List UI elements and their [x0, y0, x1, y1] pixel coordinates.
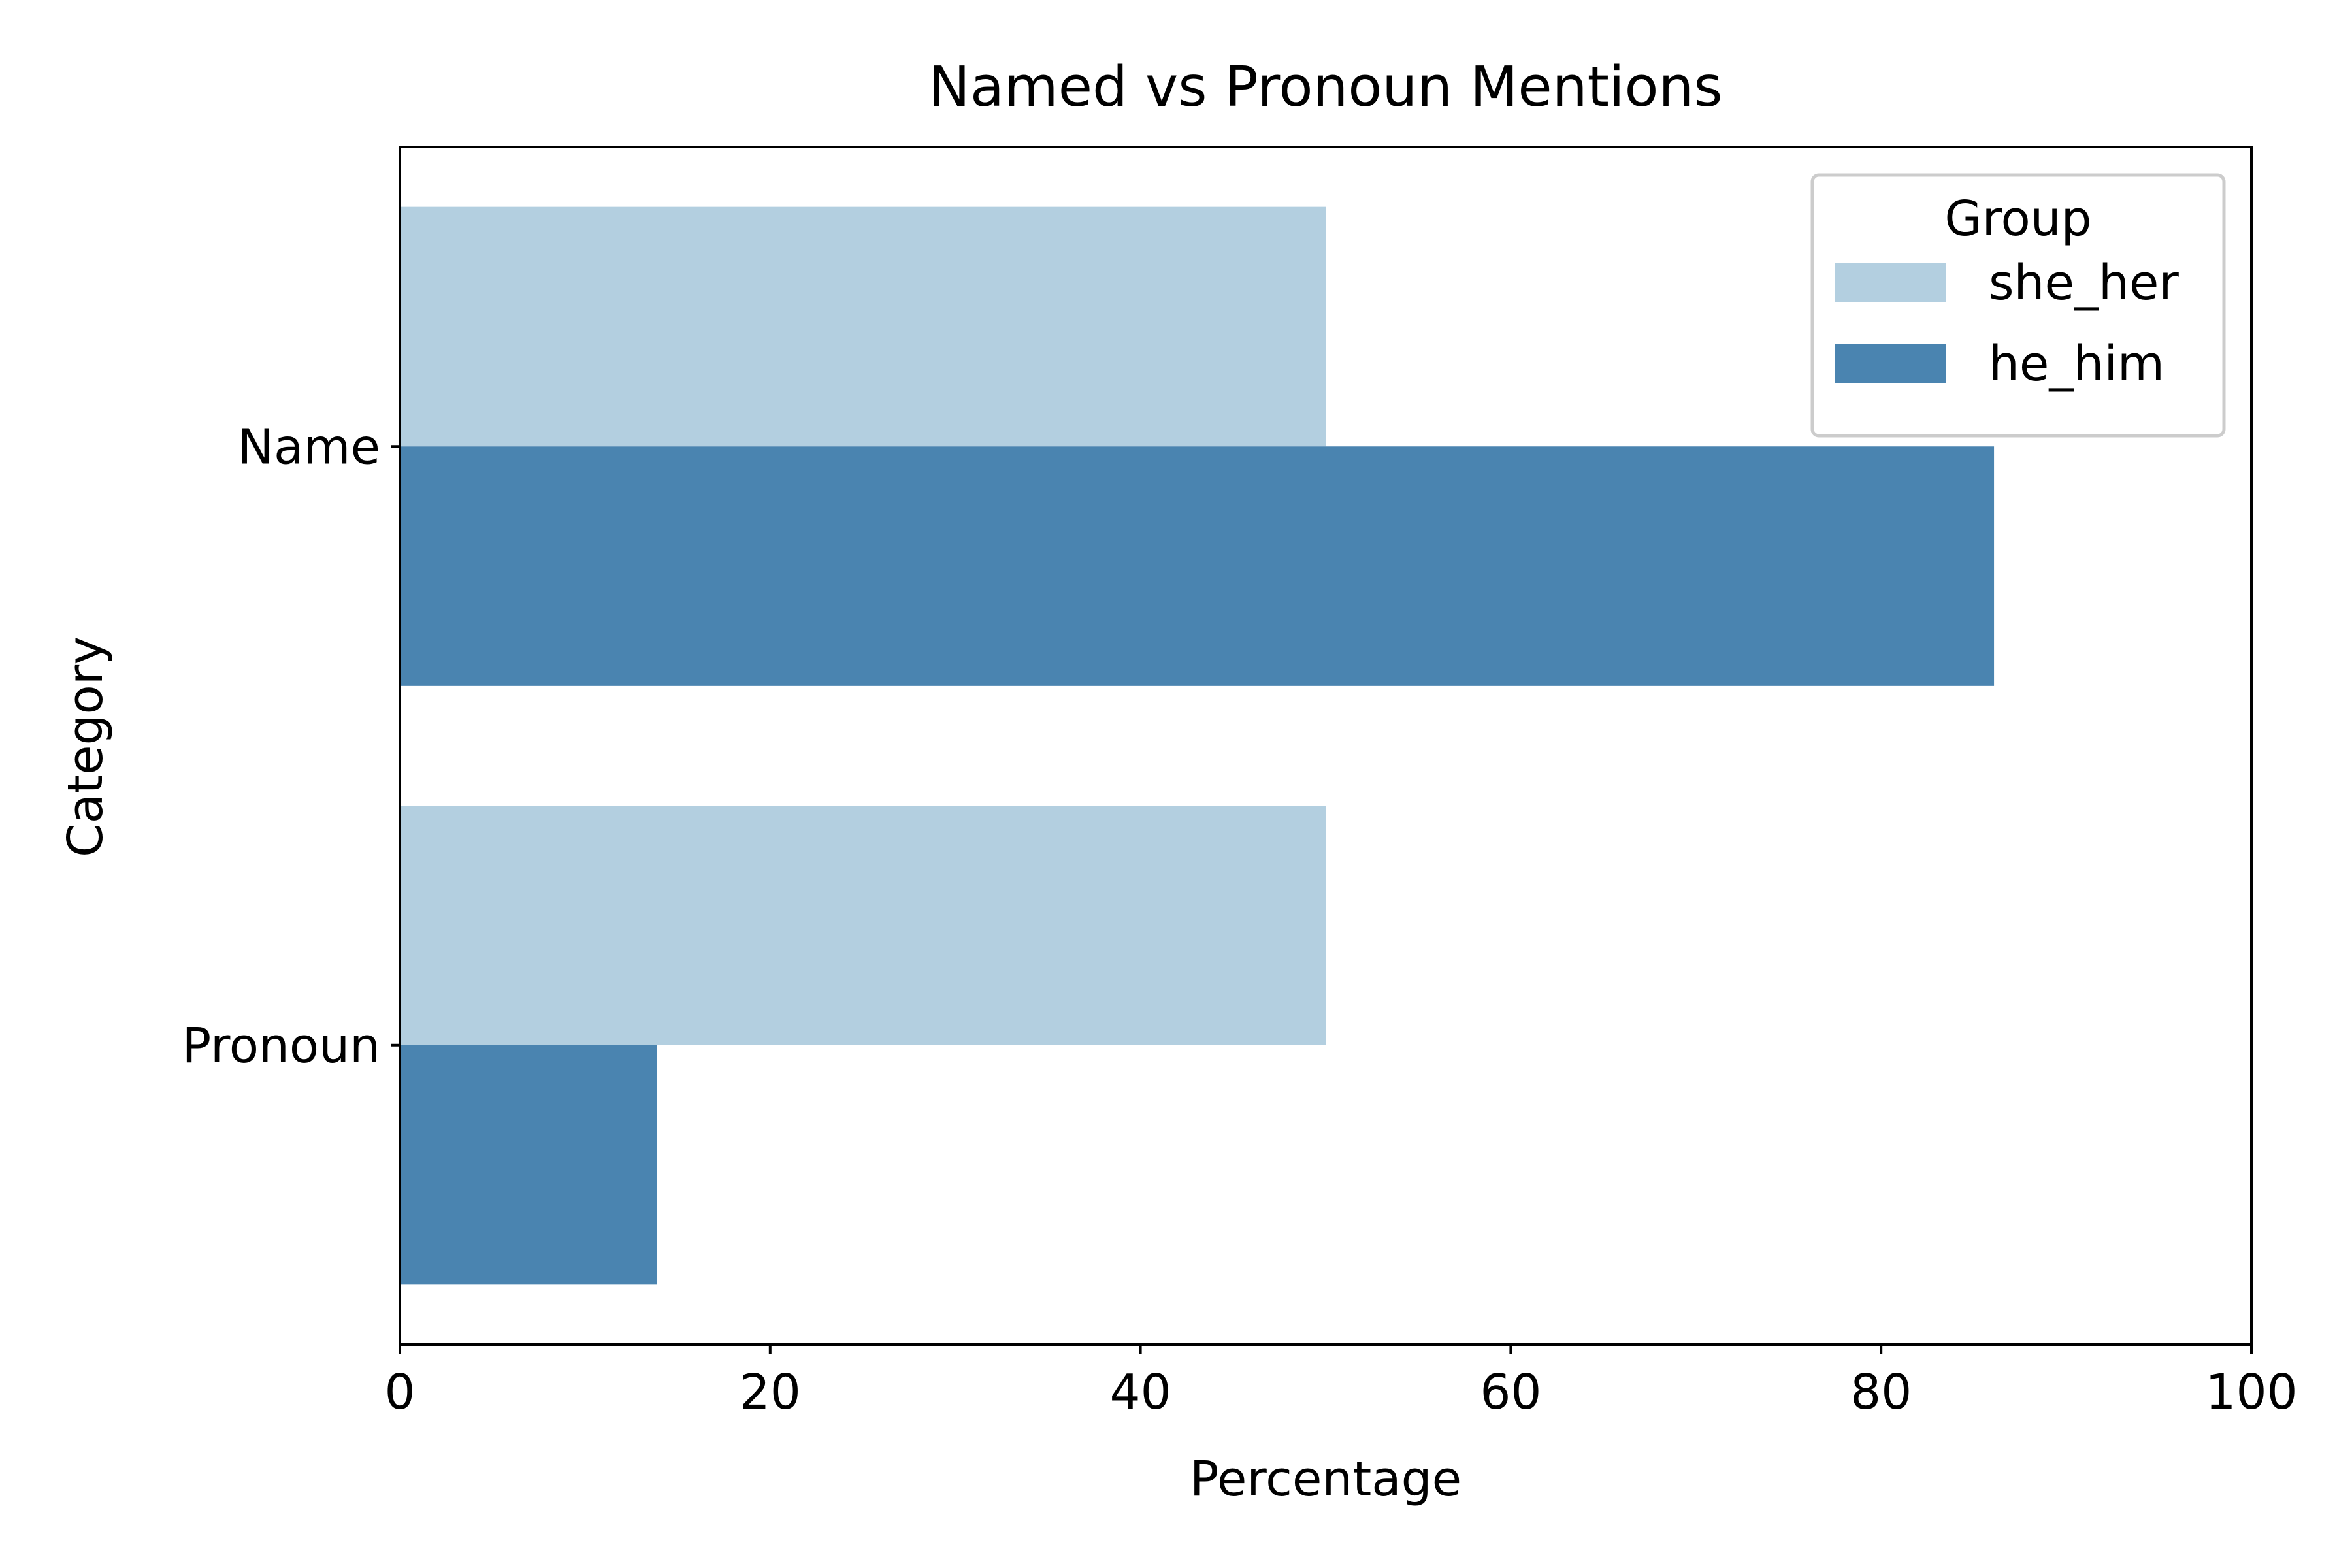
- x-tick-label: 60: [1480, 1364, 1541, 1420]
- x-tick-label: 0: [384, 1364, 415, 1420]
- legend-swatch-she_her: [1835, 263, 1946, 302]
- plot-frame: [399, 146, 2253, 1346]
- bar-she_her-name: [400, 206, 1326, 447]
- x-tick-label: 40: [1110, 1364, 1171, 1420]
- legend: Group she_her he_him: [1810, 173, 2226, 438]
- bar-he_him-name: [400, 446, 1995, 686]
- bars-group: [400, 206, 1995, 1285]
- legend-label-he_him: he_him: [1989, 336, 2164, 392]
- x-tick-label: 20: [740, 1364, 801, 1420]
- x-ticks-group: 0 20 40 60 80 100: [384, 1345, 2298, 1420]
- legend-label-she_her: she_her: [1989, 255, 2179, 311]
- bar-she_her-pronoun: [400, 806, 1326, 1045]
- y-tick-label: Pronoun: [182, 1018, 380, 1074]
- legend-title: Group: [1944, 191, 2091, 247]
- chart-title: Named vs Pronoun Mentions: [928, 55, 1722, 120]
- x-tick-label: 80: [1850, 1364, 1912, 1420]
- legend-swatch-he_him: [1835, 344, 1946, 383]
- x-tick-label: 100: [2205, 1364, 2297, 1420]
- y-ticks-group: Name Pronoun: [182, 419, 400, 1074]
- y-tick-label: Name: [238, 419, 380, 475]
- y-axis-label: Category: [57, 636, 114, 857]
- bar-he_him-pronoun: [400, 1045, 657, 1285]
- x-axis-label: Percentage: [1190, 1451, 1462, 1507]
